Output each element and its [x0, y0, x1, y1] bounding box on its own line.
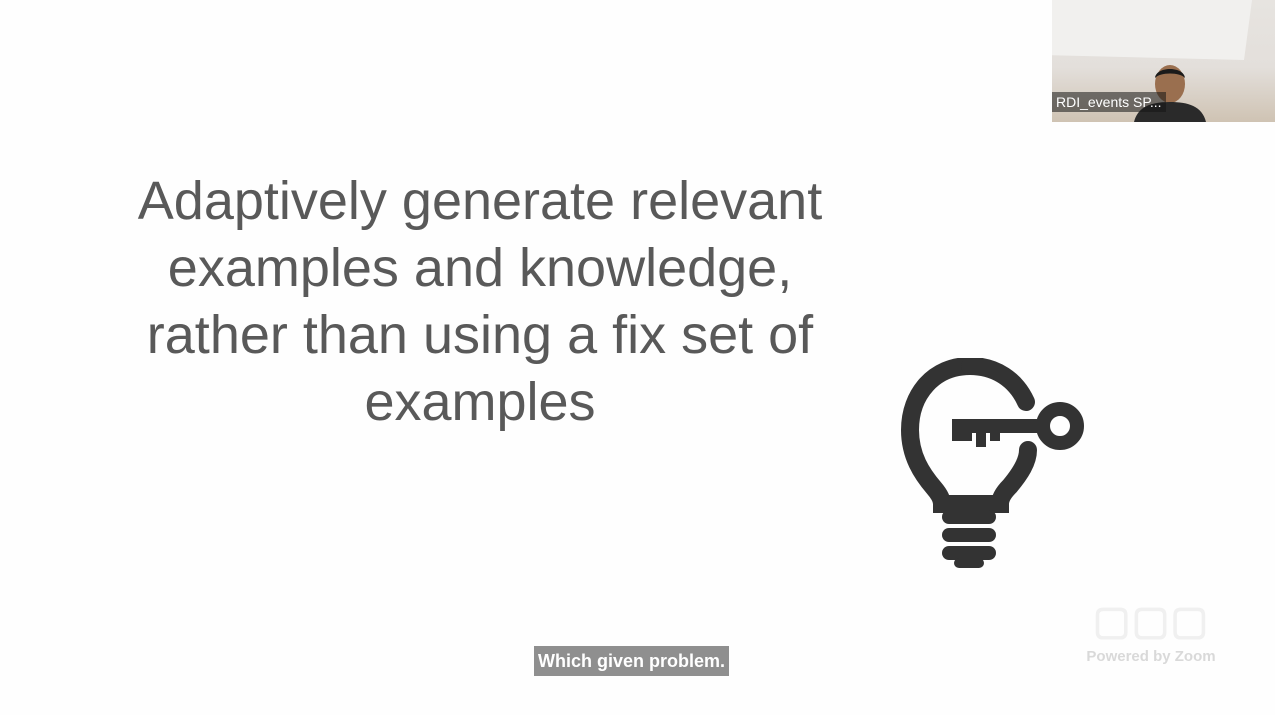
- powered-by-label: Powered by Zoom: [1086, 648, 1216, 665]
- lightbulb-key-icon: [900, 358, 1084, 568]
- participant-name-label: RDI_events SP...: [1052, 92, 1166, 112]
- slide-heading: Adaptively generate relevant examples an…: [100, 168, 860, 436]
- participant-video-tile[interactable]: RDI_events SP...: [1052, 0, 1275, 122]
- slide-line-4: examples: [364, 372, 596, 432]
- projector-screen: [1052, 0, 1252, 60]
- zoom-logo-icon: ▢▢▢: [1092, 599, 1210, 643]
- slide-line-2: examples and knowledge,: [167, 238, 793, 298]
- slide-line-3: rather than using a fix set of: [146, 305, 814, 365]
- live-caption: Which given problem.: [534, 646, 730, 676]
- participant-avatar: [1134, 65, 1206, 122]
- zoom-watermark: ▢▢▢ Powered by Zoom: [1066, 598, 1236, 678]
- slide-line-1: Adaptively generate relevant: [137, 171, 823, 231]
